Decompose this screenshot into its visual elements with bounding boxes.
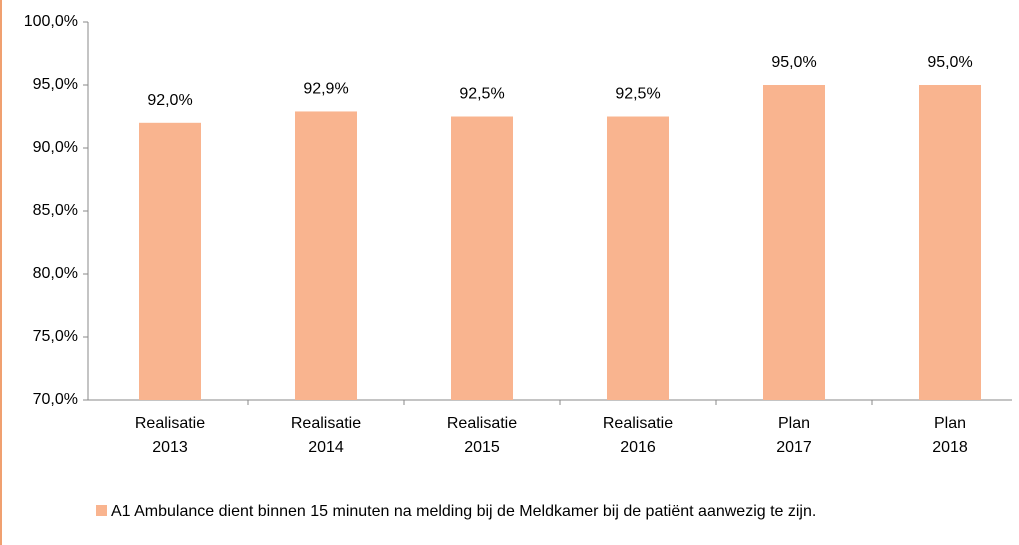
x-tick-label: 2016 bbox=[620, 439, 656, 456]
x-tick-label: Realisatie bbox=[447, 415, 517, 432]
x-tick-label: 2018 bbox=[932, 439, 968, 456]
bar bbox=[763, 85, 825, 400]
x-tick-label: 2017 bbox=[776, 439, 812, 456]
x-tick-label: 2013 bbox=[152, 439, 188, 456]
bar bbox=[295, 111, 357, 401]
legend-swatch bbox=[96, 505, 107, 516]
value-label: 92,0% bbox=[147, 92, 192, 109]
bar bbox=[451, 116, 513, 400]
x-tick-label: Realisatie bbox=[135, 415, 205, 432]
x-tick-label: 2015 bbox=[464, 439, 500, 456]
legend: A1 Ambulance dient binnen 15 minuten na … bbox=[96, 502, 1006, 522]
x-tick-label: Realisatie bbox=[603, 415, 673, 432]
bar bbox=[607, 116, 669, 400]
y-tick-label: 95,0% bbox=[33, 76, 78, 93]
x-tick-label: Plan bbox=[778, 415, 810, 432]
value-label: 92,9% bbox=[303, 81, 348, 98]
bar bbox=[919, 85, 981, 400]
bar bbox=[139, 122, 201, 401]
value-label: 95,0% bbox=[927, 54, 972, 71]
value-label: 95,0% bbox=[771, 54, 816, 71]
y-tick-label: 75,0% bbox=[33, 328, 78, 345]
y-tick-label: 85,0% bbox=[33, 202, 78, 219]
y-tick-label: 90,0% bbox=[33, 139, 78, 156]
y-tick-label: 80,0% bbox=[33, 265, 78, 282]
value-label: 92,5% bbox=[615, 86, 660, 103]
value-label: 92,5% bbox=[459, 86, 504, 103]
x-tick-label: Plan bbox=[934, 415, 966, 432]
y-tick-label: 100,0% bbox=[24, 13, 78, 30]
y-tick-label: 70,0% bbox=[33, 391, 78, 408]
legend-label: A1 Ambulance dient binnen 15 minuten na … bbox=[111, 503, 817, 520]
x-tick-label: Realisatie bbox=[291, 415, 361, 432]
x-tick-label: 2014 bbox=[308, 439, 344, 456]
